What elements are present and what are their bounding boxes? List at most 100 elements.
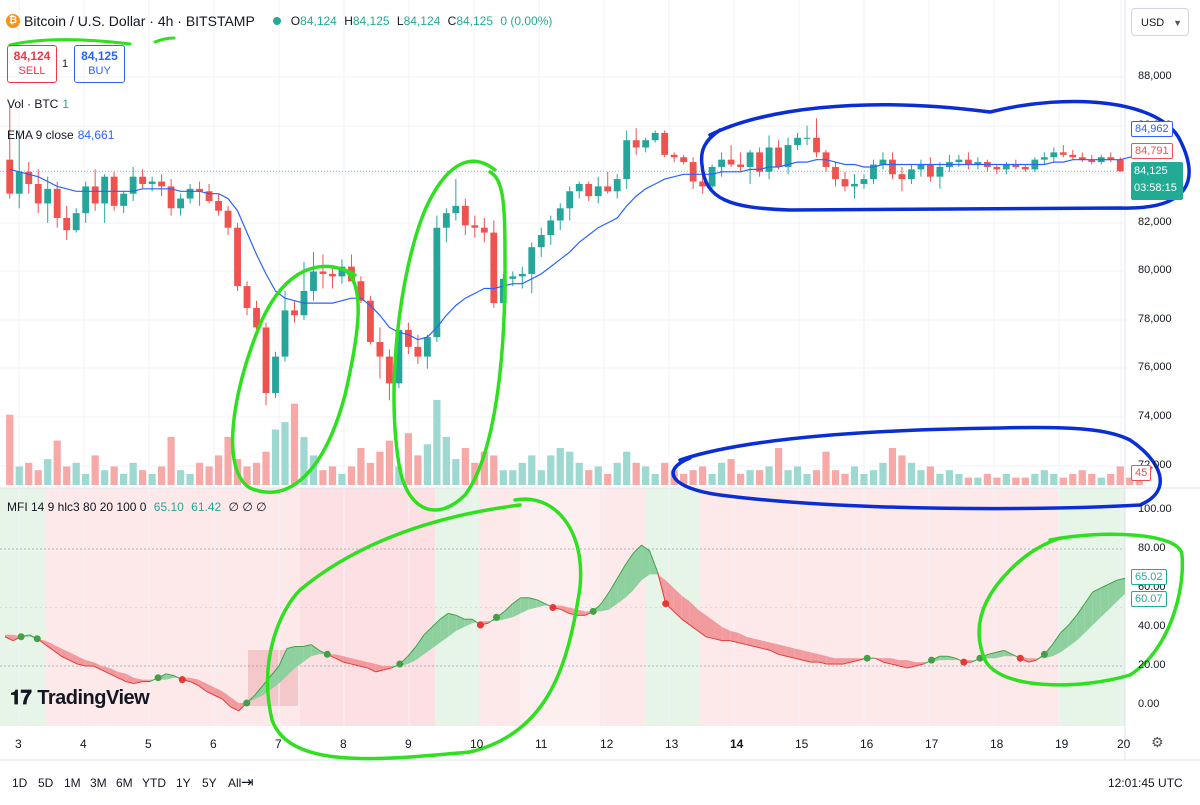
highlight-consolidation <box>699 99 1191 212</box>
timeframe-all[interactable]: All <box>228 776 242 790</box>
timeframe-1d[interactable]: 1D <box>12 776 28 790</box>
mfi-fill <box>681 595 690 626</box>
mfi-legend[interactable]: MFI 14 9 hlc3 80 20 100 0 65.10 61.42 ∅ … <box>7 500 267 514</box>
candle-body <box>955 159 963 163</box>
mfi-fill <box>198 679 207 692</box>
timeframe-6m[interactable]: 6M <box>116 776 133 790</box>
mfi-line <box>198 685 207 692</box>
mfi-line <box>713 638 723 642</box>
volume-bar <box>680 473 688 485</box>
mfi-fill <box>93 662 102 670</box>
candle-body <box>357 281 365 301</box>
volume-bar <box>774 448 783 485</box>
candle-body <box>310 271 317 291</box>
mfi-fill <box>706 615 715 639</box>
mfi-signal-tag: 60.07 <box>1131 591 1167 607</box>
mfi-fill <box>190 677 199 686</box>
mfi-line <box>1052 632 1061 645</box>
volume-bar <box>509 470 517 485</box>
volume-bar <box>214 455 223 485</box>
candle-body <box>1078 157 1086 160</box>
time-axis-label: 5 <box>145 737 152 751</box>
candle-body <box>784 145 792 167</box>
mfi-cross-dot <box>17 633 25 641</box>
mfi-line <box>367 667 376 673</box>
mfi-fill <box>609 578 618 610</box>
volume-bar <box>490 455 498 485</box>
mfi-line <box>874 657 884 663</box>
candle-body <box>1059 152 1067 155</box>
mfi-fill <box>125 673 134 684</box>
candle-body <box>338 266 346 277</box>
candle-body <box>442 213 450 228</box>
candle-body <box>927 164 934 177</box>
symbol-header[interactable]: ₿ Bitcoin / U.S. Dollar · 4h · BITSTAMP … <box>6 10 556 32</box>
volume-bar <box>888 448 897 485</box>
volume-bar <box>271 429 280 485</box>
time-axis-label: 12 <box>600 737 614 751</box>
candle-body <box>936 166 944 177</box>
mfi-cross-dot <box>1016 654 1024 662</box>
volume-bar <box>537 470 545 485</box>
market-status-icon <box>272 17 281 25</box>
currency-select[interactable]: USD ▼ <box>1131 8 1189 36</box>
candle-body <box>537 235 545 248</box>
volume-bar <box>452 459 460 485</box>
volume-bar <box>63 466 71 485</box>
settings-gear-icon[interactable]: ⚙ <box>1151 734 1164 750</box>
volume-bar <box>1088 473 1096 485</box>
mfi-fill <box>448 613 457 637</box>
chevron-down-icon: ▼ <box>1173 18 1182 28</box>
volume-bar <box>585 470 593 485</box>
candle-body <box>167 186 175 209</box>
mfi-line <box>166 673 175 677</box>
mfi-fill <box>407 646 416 665</box>
mfi-line <box>439 612 449 620</box>
bitcoin-icon: ₿ <box>6 14 20 28</box>
mfi-fill <box>45 640 54 651</box>
volume-bar <box>319 470 327 485</box>
underline-symbol <box>8 38 132 47</box>
buy-button[interactable]: 84,125 BUY <box>74 45 125 83</box>
symbol-title[interactable]: Bitcoin / U.S. Dollar · 4h · BITSTAMP <box>24 13 255 29</box>
candle-body <box>860 179 868 184</box>
candle-body <box>1012 164 1020 167</box>
volume-bar <box>101 470 109 485</box>
volume-legend[interactable]: Vol · BTC 1 <box>7 97 70 111</box>
volume-bar <box>746 470 754 485</box>
mfi-fill <box>415 634 424 661</box>
candle-body <box>964 159 972 165</box>
mfi-line <box>794 657 803 661</box>
volume-bar <box>186 473 194 485</box>
volume-bar <box>110 466 118 485</box>
mfi-line <box>359 665 368 669</box>
timeframe-5d[interactable]: 5D <box>38 776 54 790</box>
timeframe-ytd[interactable]: YTD <box>142 776 166 790</box>
volume-bar <box>120 473 128 485</box>
candle-body <box>1021 166 1029 170</box>
date-range-icon[interactable]: ⇥ <box>241 774 254 791</box>
timeframe-5y[interactable]: 5Y <box>202 776 217 790</box>
volume-bar <box>860 473 868 485</box>
volume-bar <box>72 462 80 485</box>
mfi-line <box>1100 583 1110 589</box>
timeframe-1y[interactable]: 1Y <box>176 776 191 790</box>
mfi-fill <box>1084 591 1093 633</box>
candle-body <box>585 183 593 197</box>
mfi-fill <box>802 650 811 663</box>
order-quantity[interactable]: 1 <box>62 58 69 70</box>
candle-body <box>395 329 403 384</box>
mfi-cross-dot <box>662 600 670 608</box>
sell-button[interactable]: 84,124 SELL <box>7 45 57 83</box>
candle-body <box>699 181 707 187</box>
volume-bar <box>869 470 878 485</box>
timeframe-1m[interactable]: 1M <box>64 776 81 790</box>
candle-body <box>670 154 678 158</box>
price-axis-label: 76,000 <box>1138 361 1172 373</box>
timeframe-3m[interactable]: 3M <box>90 776 107 790</box>
clock[interactable]: 12:01:45 UTC <box>1108 776 1183 790</box>
volume-bar <box>44 459 52 485</box>
mfi-zone-4 <box>300 488 435 726</box>
ema-legend[interactable]: EMA 9 close 84,661 <box>7 128 115 142</box>
